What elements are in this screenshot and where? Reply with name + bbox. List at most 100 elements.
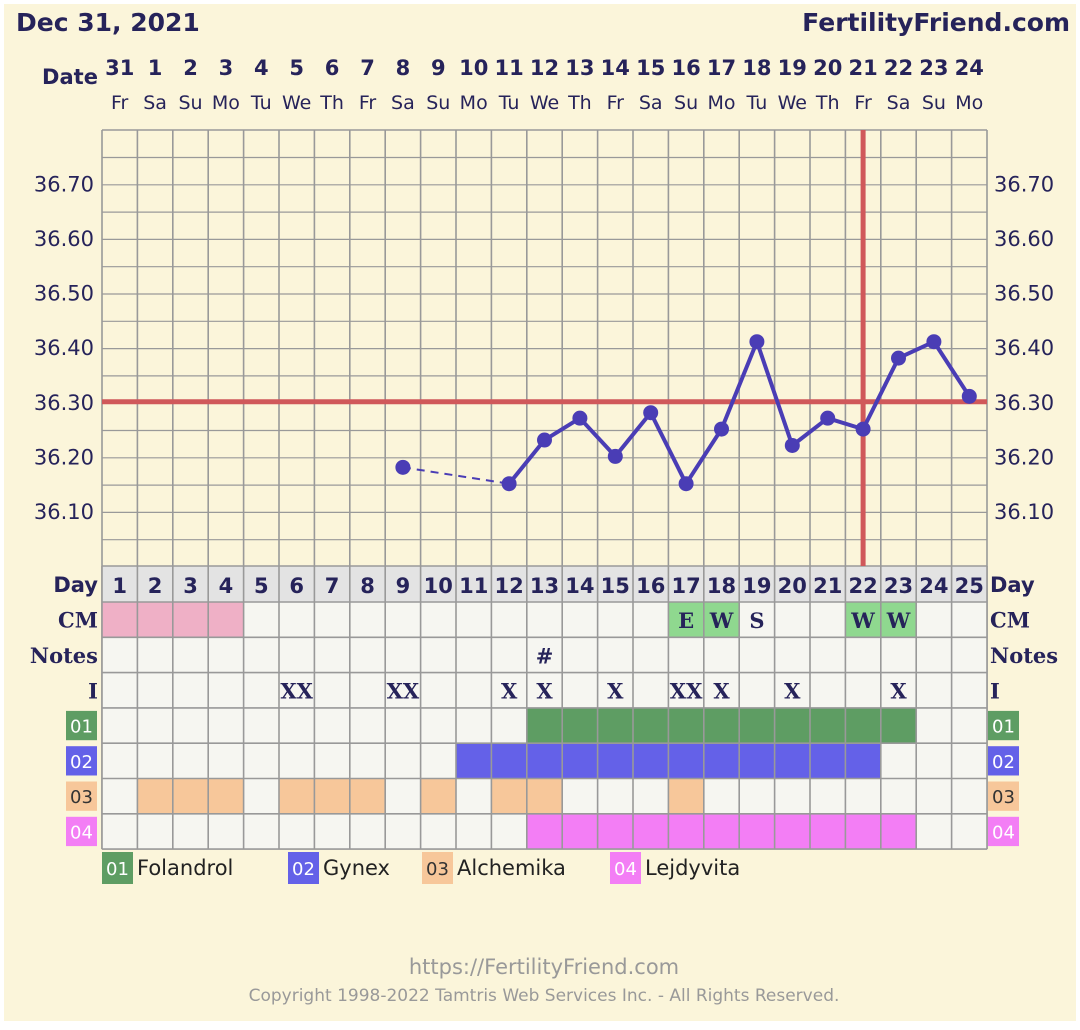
medication-code-right-badge xyxy=(988,816,1019,847)
weekday-label: Fr xyxy=(854,92,872,114)
cycle-day-number: 11 xyxy=(459,574,488,598)
temperature-point xyxy=(643,405,659,421)
notes-row-label-right: Notes xyxy=(990,643,1058,668)
medication-cell-02 xyxy=(810,743,846,779)
temperature-point xyxy=(537,432,552,448)
brand-name: FertilityFriend.com xyxy=(802,8,1070,37)
medication-cell-02 xyxy=(845,743,881,779)
temperature-point xyxy=(820,410,836,426)
y-tick-label-right: 36.10 xyxy=(994,500,1054,524)
legend-swatch xyxy=(102,852,133,884)
temperature-point xyxy=(572,410,588,426)
intercourse-row-label-right: I xyxy=(990,678,1000,703)
medication-cell-03 xyxy=(526,778,563,814)
date-label: 15 xyxy=(636,56,665,80)
y-tick-label-right: 36.50 xyxy=(994,282,1054,306)
date-label: 19 xyxy=(778,56,807,80)
cm-entry: S xyxy=(749,608,764,633)
weekday-label: Th xyxy=(567,92,592,114)
cycle-day-number: 9 xyxy=(396,574,411,598)
legend-swatch xyxy=(422,852,453,884)
weekday-label: Tu xyxy=(746,92,768,114)
legend-code: 01 xyxy=(106,859,129,880)
cm-menses-cell xyxy=(102,602,138,638)
cycle-day-number: 14 xyxy=(565,574,594,598)
temperature-point xyxy=(891,350,906,366)
medication-code-right-badge xyxy=(988,746,1019,776)
medication-cell-02 xyxy=(739,743,775,779)
cm-row-label: CM xyxy=(58,608,98,633)
temperature-line-segment xyxy=(719,340,759,430)
temperature-point xyxy=(607,448,623,464)
date-label: 7 xyxy=(360,56,375,80)
day-row-background xyxy=(102,566,987,602)
cm-entry: W xyxy=(886,608,911,633)
temperature-line-segment xyxy=(861,357,901,430)
cm-fertile-cell xyxy=(703,602,740,638)
intercourse-marker: XX xyxy=(387,679,420,704)
temperature-line-segment xyxy=(507,438,547,485)
y-tick-label-left: 36.30 xyxy=(34,391,94,415)
note-marker: # xyxy=(536,643,554,668)
cycle-day-number: 1 xyxy=(112,574,127,598)
weekday-label: We xyxy=(778,92,807,114)
medication-cell-04 xyxy=(739,813,775,850)
cycle-day-number: 18 xyxy=(707,574,736,598)
cm-entry: W xyxy=(709,608,734,633)
cycle-day-number: 21 xyxy=(813,574,842,598)
medication-cell-02 xyxy=(456,743,492,779)
y-tick-label-left: 36.10 xyxy=(34,500,94,524)
legend-code: 04 xyxy=(614,859,637,880)
date-label: 18 xyxy=(742,56,771,80)
medication-code-right-badge xyxy=(988,710,1019,741)
y-tick-label-right: 36.60 xyxy=(994,227,1054,251)
legend-swatch xyxy=(610,852,641,884)
y-tick-label-left: 36.50 xyxy=(34,282,94,306)
day-row-label-right: Day xyxy=(990,573,1035,597)
date-label: 11 xyxy=(494,56,523,80)
cycle-day-number: 12 xyxy=(494,574,523,598)
medication-cell-01 xyxy=(562,707,598,744)
cm-fertile-cell xyxy=(880,602,917,638)
medication-cell-01 xyxy=(739,707,775,744)
date-label: 14 xyxy=(601,56,630,80)
cycle-day-number: 24 xyxy=(919,574,948,598)
cycle-day-number: 4 xyxy=(219,574,234,598)
weekday-label: Sa xyxy=(887,92,911,114)
weekday-label: Mo xyxy=(707,92,735,114)
medication-cell-04 xyxy=(562,813,598,850)
weekday-label: Fr xyxy=(607,92,625,114)
date-label: 4 xyxy=(254,56,269,80)
medication-cell-03 xyxy=(208,778,244,814)
cm-fertile-cell xyxy=(845,602,881,638)
medication-code-left-badge xyxy=(66,816,97,847)
footer-url[interactable]: https://FertilityFriend.com xyxy=(409,955,679,979)
legend-label: Lejdyvita xyxy=(645,856,740,880)
legend-code: 02 xyxy=(292,859,315,880)
temperature-line-segment xyxy=(613,411,653,458)
medication-code-right-badge xyxy=(988,781,1019,811)
date-label: 6 xyxy=(325,56,340,80)
cycle-day-number: 8 xyxy=(360,574,375,598)
date-label: 1 xyxy=(148,56,163,80)
date-label: 2 xyxy=(183,56,198,80)
temperature-point xyxy=(926,334,942,350)
weekday-label: Sa xyxy=(143,92,167,114)
medication-cell-02 xyxy=(633,743,669,779)
temperature-point xyxy=(749,334,765,350)
weekday-label: Mo xyxy=(212,92,240,114)
medication-code-left-badge xyxy=(66,710,97,741)
medication-cell-02 xyxy=(562,743,598,779)
medication-cell-04 xyxy=(668,813,704,850)
temperature-line-segment xyxy=(684,428,724,485)
table-row-background xyxy=(102,602,987,638)
weekday-label: Fr xyxy=(111,92,129,114)
medication-cell-04 xyxy=(703,813,740,850)
medication-cell-01 xyxy=(526,707,563,744)
medication-cell-01 xyxy=(810,707,846,744)
medication-cell-03 xyxy=(279,778,315,814)
footer-copyright: Copyright 1998-2022 Tamtris Web Services… xyxy=(249,986,840,1006)
medication-cell-01 xyxy=(633,707,669,744)
medication-cell-03 xyxy=(137,778,173,814)
